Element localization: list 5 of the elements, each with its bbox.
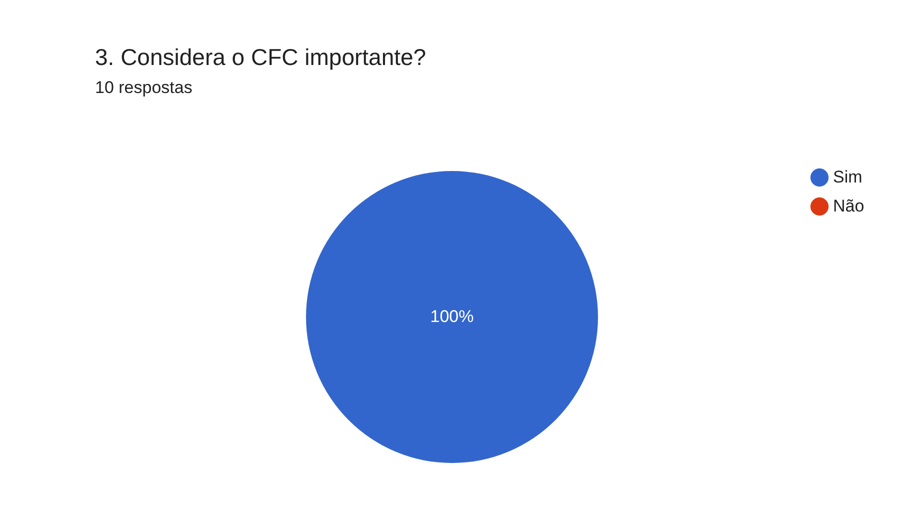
chart-title: 3. Considera o CFC importante? [95, 44, 426, 70]
data-label: 100% [430, 307, 474, 326]
legend-label: Não [833, 196, 864, 216]
legend-label: Sim [833, 168, 862, 186]
text: 10 respostas [95, 78, 192, 97]
